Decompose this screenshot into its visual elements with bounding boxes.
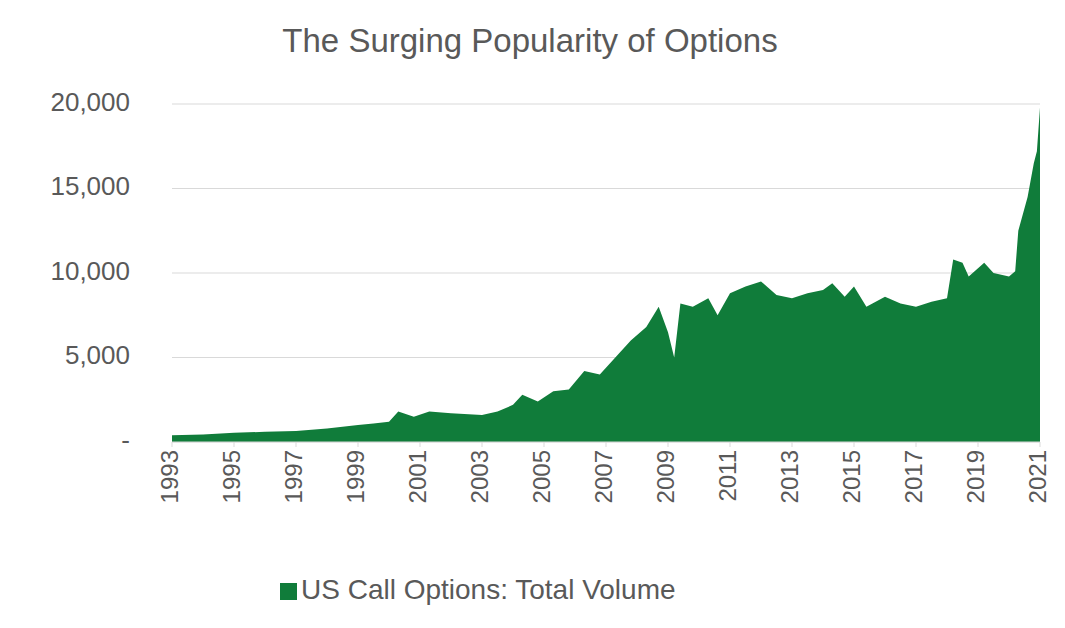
x-tick-label: 2009 <box>652 450 679 503</box>
y-tick-label: - <box>121 425 130 455</box>
x-tick-label: 2003 <box>466 450 493 503</box>
title: The Surging Popularity of Options <box>282 22 777 59</box>
legend: US Call Options: Total Volume <box>280 574 676 605</box>
chart: The Surging Popularity of Options - 5,000 1… <box>0 0 1065 628</box>
y-tick-label: 20,000 <box>50 87 130 117</box>
y-tick-label: 10,000 <box>50 256 130 286</box>
x-tick-label: 2019 <box>962 450 989 503</box>
grid-line <box>172 104 1040 105</box>
x-tick-label: 2007 <box>590 450 617 503</box>
x-tick <box>978 442 979 447</box>
legend-swatch <box>280 583 297 600</box>
x-tick-label: 2017 <box>900 450 927 503</box>
x-tick <box>668 442 669 447</box>
x-tick-label: 2011 <box>714 450 741 502</box>
x-tick <box>296 442 297 447</box>
x-tick-label: 1999 <box>342 450 369 503</box>
grid-line <box>172 188 1040 189</box>
x-tick-label: 1997 <box>280 450 307 503</box>
y-tick-label: 5,000 <box>65 340 130 370</box>
area <box>172 107 1040 442</box>
x-tick-label: 2001 <box>404 450 431 503</box>
x-tick <box>916 442 917 447</box>
x-tick-label: 1995 <box>218 450 245 503</box>
x-tick <box>482 442 483 447</box>
x-tick-label: 2021 <box>1024 450 1051 503</box>
x-tick-label: 2015 <box>838 450 865 503</box>
x-tick <box>1040 442 1041 447</box>
x-tick-label: 1993 <box>156 450 183 503</box>
x-tick <box>358 442 359 447</box>
x-tick-label: 2005 <box>528 450 555 503</box>
x-tick <box>606 442 607 447</box>
x-tick-label: 2013 <box>776 450 803 503</box>
x-tick <box>544 442 545 447</box>
legend-label: US Call Options: Total Volume <box>301 574 676 605</box>
grid-line <box>172 273 1040 274</box>
grid <box>172 104 1040 442</box>
x-tick <box>234 442 235 447</box>
x-tick <box>730 442 731 447</box>
x-tick <box>420 442 421 447</box>
x-tick <box>792 442 793 447</box>
plot-area <box>172 107 1040 442</box>
x-tick <box>172 442 173 447</box>
y-tick-label: 15,000 <box>50 171 130 201</box>
x-tick <box>854 442 855 447</box>
